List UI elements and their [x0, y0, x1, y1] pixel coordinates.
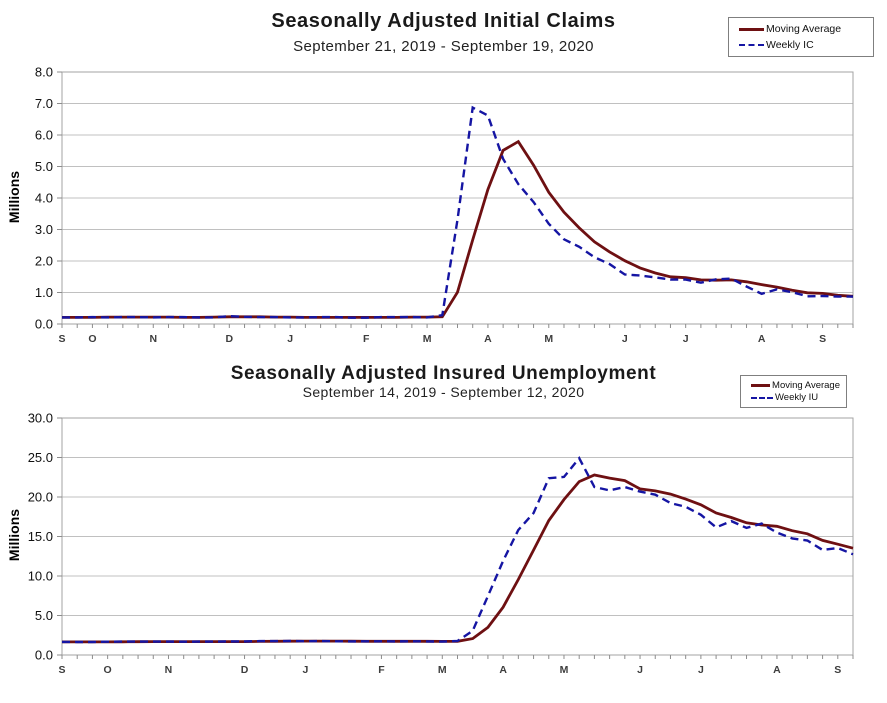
x-month-label: J: [683, 333, 689, 345]
legend-box: Moving Average Weekly IC: [728, 17, 874, 57]
series-line-weekly-ic: [62, 105, 853, 319]
y-tick-label: 0.0: [35, 317, 53, 332]
x-month-label: J: [302, 664, 308, 676]
series-line-moving-average: [62, 473, 854, 644]
y-tick-label: 0.0: [35, 648, 53, 663]
y-tick-label: 30.0: [28, 411, 53, 426]
x-month-label: N: [165, 664, 173, 676]
y-tick-label: 5.0: [35, 608, 53, 623]
y-tick-label: 6.0: [35, 128, 53, 143]
chart-subtitle: September 14, 2019 - September 12, 2020: [302, 384, 585, 400]
y-tick-label: 8.0: [35, 65, 53, 80]
legend-item-weekly-iu: Weekly IU: [751, 392, 840, 403]
legend-item-moving-average: Moving Average: [739, 23, 867, 35]
moving-average-line-sample: [751, 383, 771, 387]
initial-claims-plot-canvas: 0.0 1.0 2.0 3.0 4.0 5.0 6.0 7.0 8.0 S O N D J F M A M J J A S: [35, 65, 854, 345]
x-month-label: J: [637, 664, 643, 676]
x-month-label: D: [241, 664, 249, 676]
y-axis-label: Millions: [6, 508, 22, 562]
x-month-label: M: [423, 333, 432, 345]
insured-unemployment-chart: 0.0 5.0 10.0 15.0 20.0 25.0 30.0 S O N D J F M A M J J A S …: [0, 358, 887, 703]
x-month-label: O: [104, 664, 112, 676]
y-tick-label: 25.0: [28, 450, 53, 465]
legend-box: Moving Average Weekly IU: [740, 375, 847, 408]
x-month-label: S: [58, 664, 65, 676]
x-month-label: A: [758, 333, 766, 345]
chart-subtitle: September 21, 2019 - September 19, 2020: [293, 38, 594, 55]
y-tick-label: 20.0: [28, 490, 53, 505]
y-tick-label: 4.0: [35, 191, 53, 206]
x-month-label: J: [287, 333, 293, 345]
moving-average-line-sample: [739, 27, 764, 31]
y-tick-label: 7.0: [35, 96, 53, 111]
insured-unemployment-plot-canvas: 0.0 5.0 10.0 15.0 20.0 25.0 30.0 S O N D J F M A M J J A S: [28, 411, 854, 676]
y-tick-label: 5.0: [35, 159, 53, 174]
x-month-label: A: [773, 664, 781, 676]
x-month-label: S: [58, 333, 65, 345]
weekly-iu-line-sample: [751, 396, 773, 399]
x-month-label: D: [226, 333, 234, 345]
legend-label: Weekly IC: [766, 38, 814, 51]
x-month-label: M: [560, 664, 569, 676]
x-month-label: O: [88, 333, 96, 345]
x-month-label: F: [363, 333, 370, 345]
x-month-label: S: [834, 664, 841, 676]
x-month-label: M: [438, 664, 447, 676]
chart-title: Seasonally Adjusted Insured Unemployment: [230, 363, 657, 384]
chart-title: Seasonally Adjusted Initial Claims: [271, 10, 616, 32]
x-month-label: J: [698, 664, 704, 676]
legend-label: Weekly IU: [775, 392, 819, 404]
x-month-label: A: [484, 333, 492, 345]
x-month-label: M: [544, 333, 553, 345]
weekly-ic-line-sample: [739, 43, 764, 46]
y-tick-label: 3.0: [35, 222, 53, 237]
y-axis-label: Millions: [6, 170, 22, 224]
y-tick-label: 15.0: [28, 529, 53, 544]
initial-claims-chart: 0.0 1.0 2.0 3.0 4.0 5.0 6.0 7.0 8.0 S O N D J F M A M J J A S…: [6, 10, 874, 345]
x-month-label: J: [622, 333, 628, 345]
y-tick-label: 2.0: [35, 254, 53, 269]
legend-item-moving-average: Moving Average: [751, 380, 840, 391]
y-tick-label: 1.0: [35, 285, 53, 300]
y-tick-label: 10.0: [28, 569, 53, 584]
legend-label: Moving Average: [766, 23, 842, 36]
series-line-weekly-iu: [61, 456, 854, 644]
x-month-label: F: [378, 664, 385, 676]
legend-label: Moving Average: [772, 379, 840, 391]
x-month-label: S: [819, 333, 826, 345]
legend-item-weekly-ic: Weekly IC: [739, 39, 867, 51]
x-month-label: N: [149, 333, 157, 345]
x-month-label: A: [499, 664, 507, 676]
